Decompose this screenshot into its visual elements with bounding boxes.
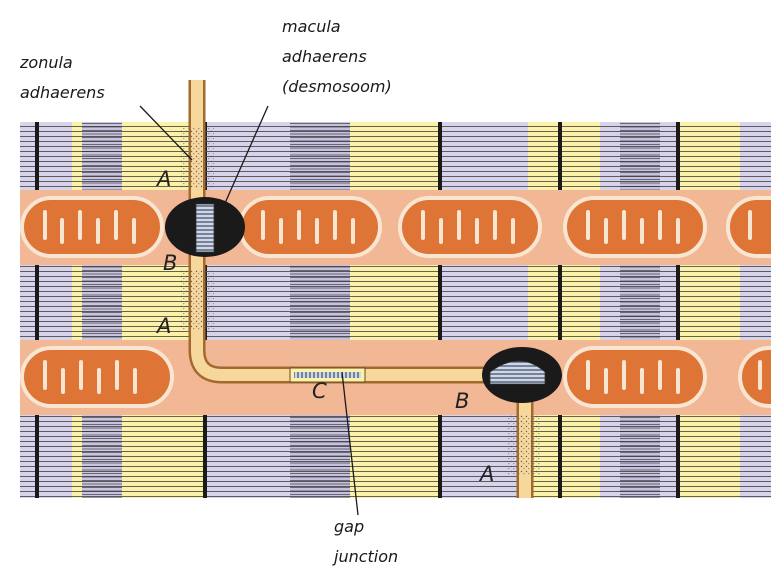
label-line: gap bbox=[334, 517, 365, 536]
label-line: (desmosoom) bbox=[282, 77, 392, 96]
label-line: macula bbox=[282, 17, 341, 36]
gap-junction-label: gap junction bbox=[334, 512, 398, 572]
label-line: adhaerens bbox=[282, 47, 367, 66]
letter-b: B bbox=[455, 389, 469, 413]
zonula-adhaerens bbox=[180, 128, 541, 475]
label-line: adhaerens bbox=[20, 83, 105, 102]
cristae bbox=[43, 210, 762, 394]
letter-a: A bbox=[155, 167, 171, 191]
letter-a: A bbox=[155, 314, 171, 338]
mitochondrion bbox=[563, 196, 707, 258]
desmosome bbox=[482, 347, 562, 403]
macula-adhaerens-label: macula adhaerens (desmosoom) bbox=[282, 12, 392, 102]
mitochondrion bbox=[738, 346, 771, 408]
zonula-adhaerens-label: zonula adhaerens bbox=[20, 48, 105, 108]
letter-c: C bbox=[312, 379, 327, 403]
letter-b: B bbox=[163, 251, 177, 275]
label-line: junction bbox=[334, 547, 399, 566]
mitochondrion bbox=[563, 346, 707, 408]
mitochondrion bbox=[20, 196, 164, 258]
gap-junction-channels bbox=[294, 372, 361, 378]
myofibril-field bbox=[20, 122, 771, 498]
label-line: zonula bbox=[20, 53, 73, 72]
leader-lines bbox=[139, 105, 359, 516]
letter-a: A bbox=[478, 462, 494, 486]
mitochondrion bbox=[398, 196, 542, 258]
desmosome bbox=[165, 197, 245, 257]
